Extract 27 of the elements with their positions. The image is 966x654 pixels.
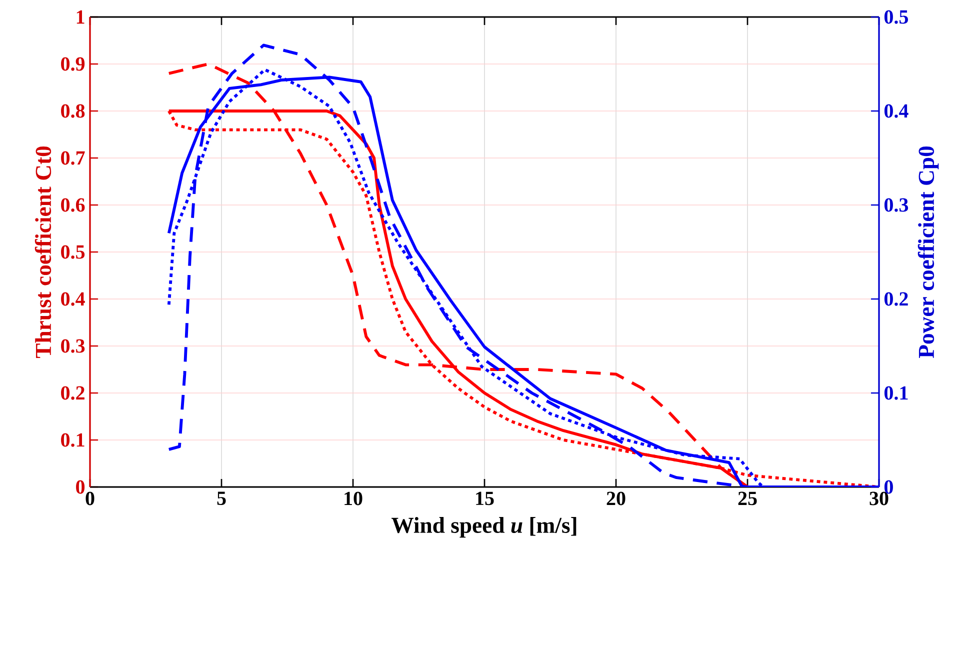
y-tick-label: 0.9 [61, 57, 85, 71]
y-axis-title: Thrust coefficient Ct0 [34, 146, 52, 358]
y2-tick-label: 0.2 [884, 292, 908, 306]
y-tick-label: 1 [76, 10, 84, 24]
y2-axis-title: Power coefficient Cp0 [918, 146, 939, 358]
x-tick-label: 15 [476, 492, 494, 506]
x-tick-label: 20 [606, 492, 626, 506]
y-tick-label: 0.1 [61, 433, 84, 447]
x-axis-title: Wind speed u [m/s] [392, 517, 576, 538]
y2-tick-label: 0.5 [884, 10, 908, 24]
y2-tick-label: 0 [884, 480, 893, 494]
y2-tick-label: 0.1 [884, 386, 908, 400]
y-tick-label: 0.6 [61, 198, 85, 212]
x-tick-label: 10 [344, 492, 362, 506]
y-tick-label: 0.5 [61, 245, 85, 259]
y2-tick-label: 0.4 [884, 104, 908, 118]
x-tick-label: 30 [870, 492, 888, 506]
y-tick-label: 0.7 [61, 151, 85, 165]
y2-tick-label: 0.3 [884, 198, 908, 212]
y-tick-label: 0.8 [61, 104, 85, 118]
y-tick-label: 0.4 [61, 292, 85, 306]
x-tick-label: 5 [217, 492, 226, 505]
y-tick-label: 0.3 [61, 339, 85, 353]
y-tick-label: 0 [76, 480, 85, 494]
x-tick-label: 0 [86, 492, 94, 506]
x-tick-label: 25 [738, 492, 757, 506]
y-tick-label: 0.2 [61, 386, 84, 400]
